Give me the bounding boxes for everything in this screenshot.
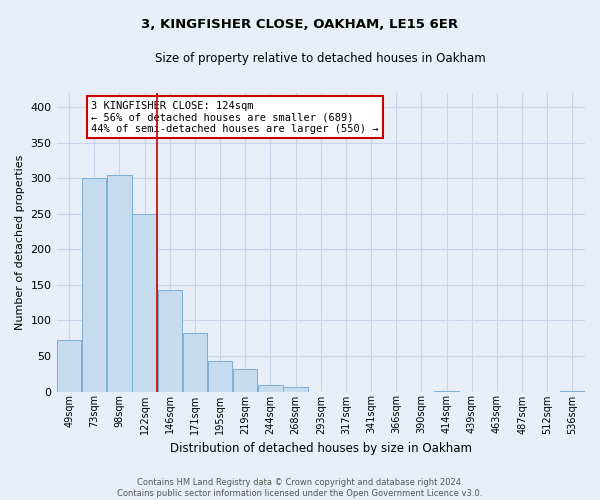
Bar [258, 385, 283, 392]
Bar [82, 178, 106, 392]
Bar [233, 369, 257, 392]
Bar [57, 340, 82, 392]
Bar [434, 391, 459, 392]
Y-axis label: Number of detached properties: Number of detached properties [15, 154, 25, 330]
Title: Size of property relative to detached houses in Oakham: Size of property relative to detached ho… [155, 52, 486, 66]
Text: 3, KINGFISHER CLOSE, OAKHAM, LE15 6ER: 3, KINGFISHER CLOSE, OAKHAM, LE15 6ER [142, 18, 458, 30]
Bar [133, 214, 157, 392]
Bar [560, 391, 584, 392]
Bar [183, 332, 207, 392]
Bar [107, 175, 131, 392]
X-axis label: Distribution of detached houses by size in Oakham: Distribution of detached houses by size … [170, 442, 472, 455]
Bar [158, 290, 182, 392]
Text: 3 KINGFISHER CLOSE: 124sqm
← 56% of detached houses are smaller (689)
44% of sem: 3 KINGFISHER CLOSE: 124sqm ← 56% of deta… [91, 100, 379, 134]
Text: Contains HM Land Registry data © Crown copyright and database right 2024.
Contai: Contains HM Land Registry data © Crown c… [118, 478, 482, 498]
Bar [208, 361, 232, 392]
Bar [283, 388, 308, 392]
